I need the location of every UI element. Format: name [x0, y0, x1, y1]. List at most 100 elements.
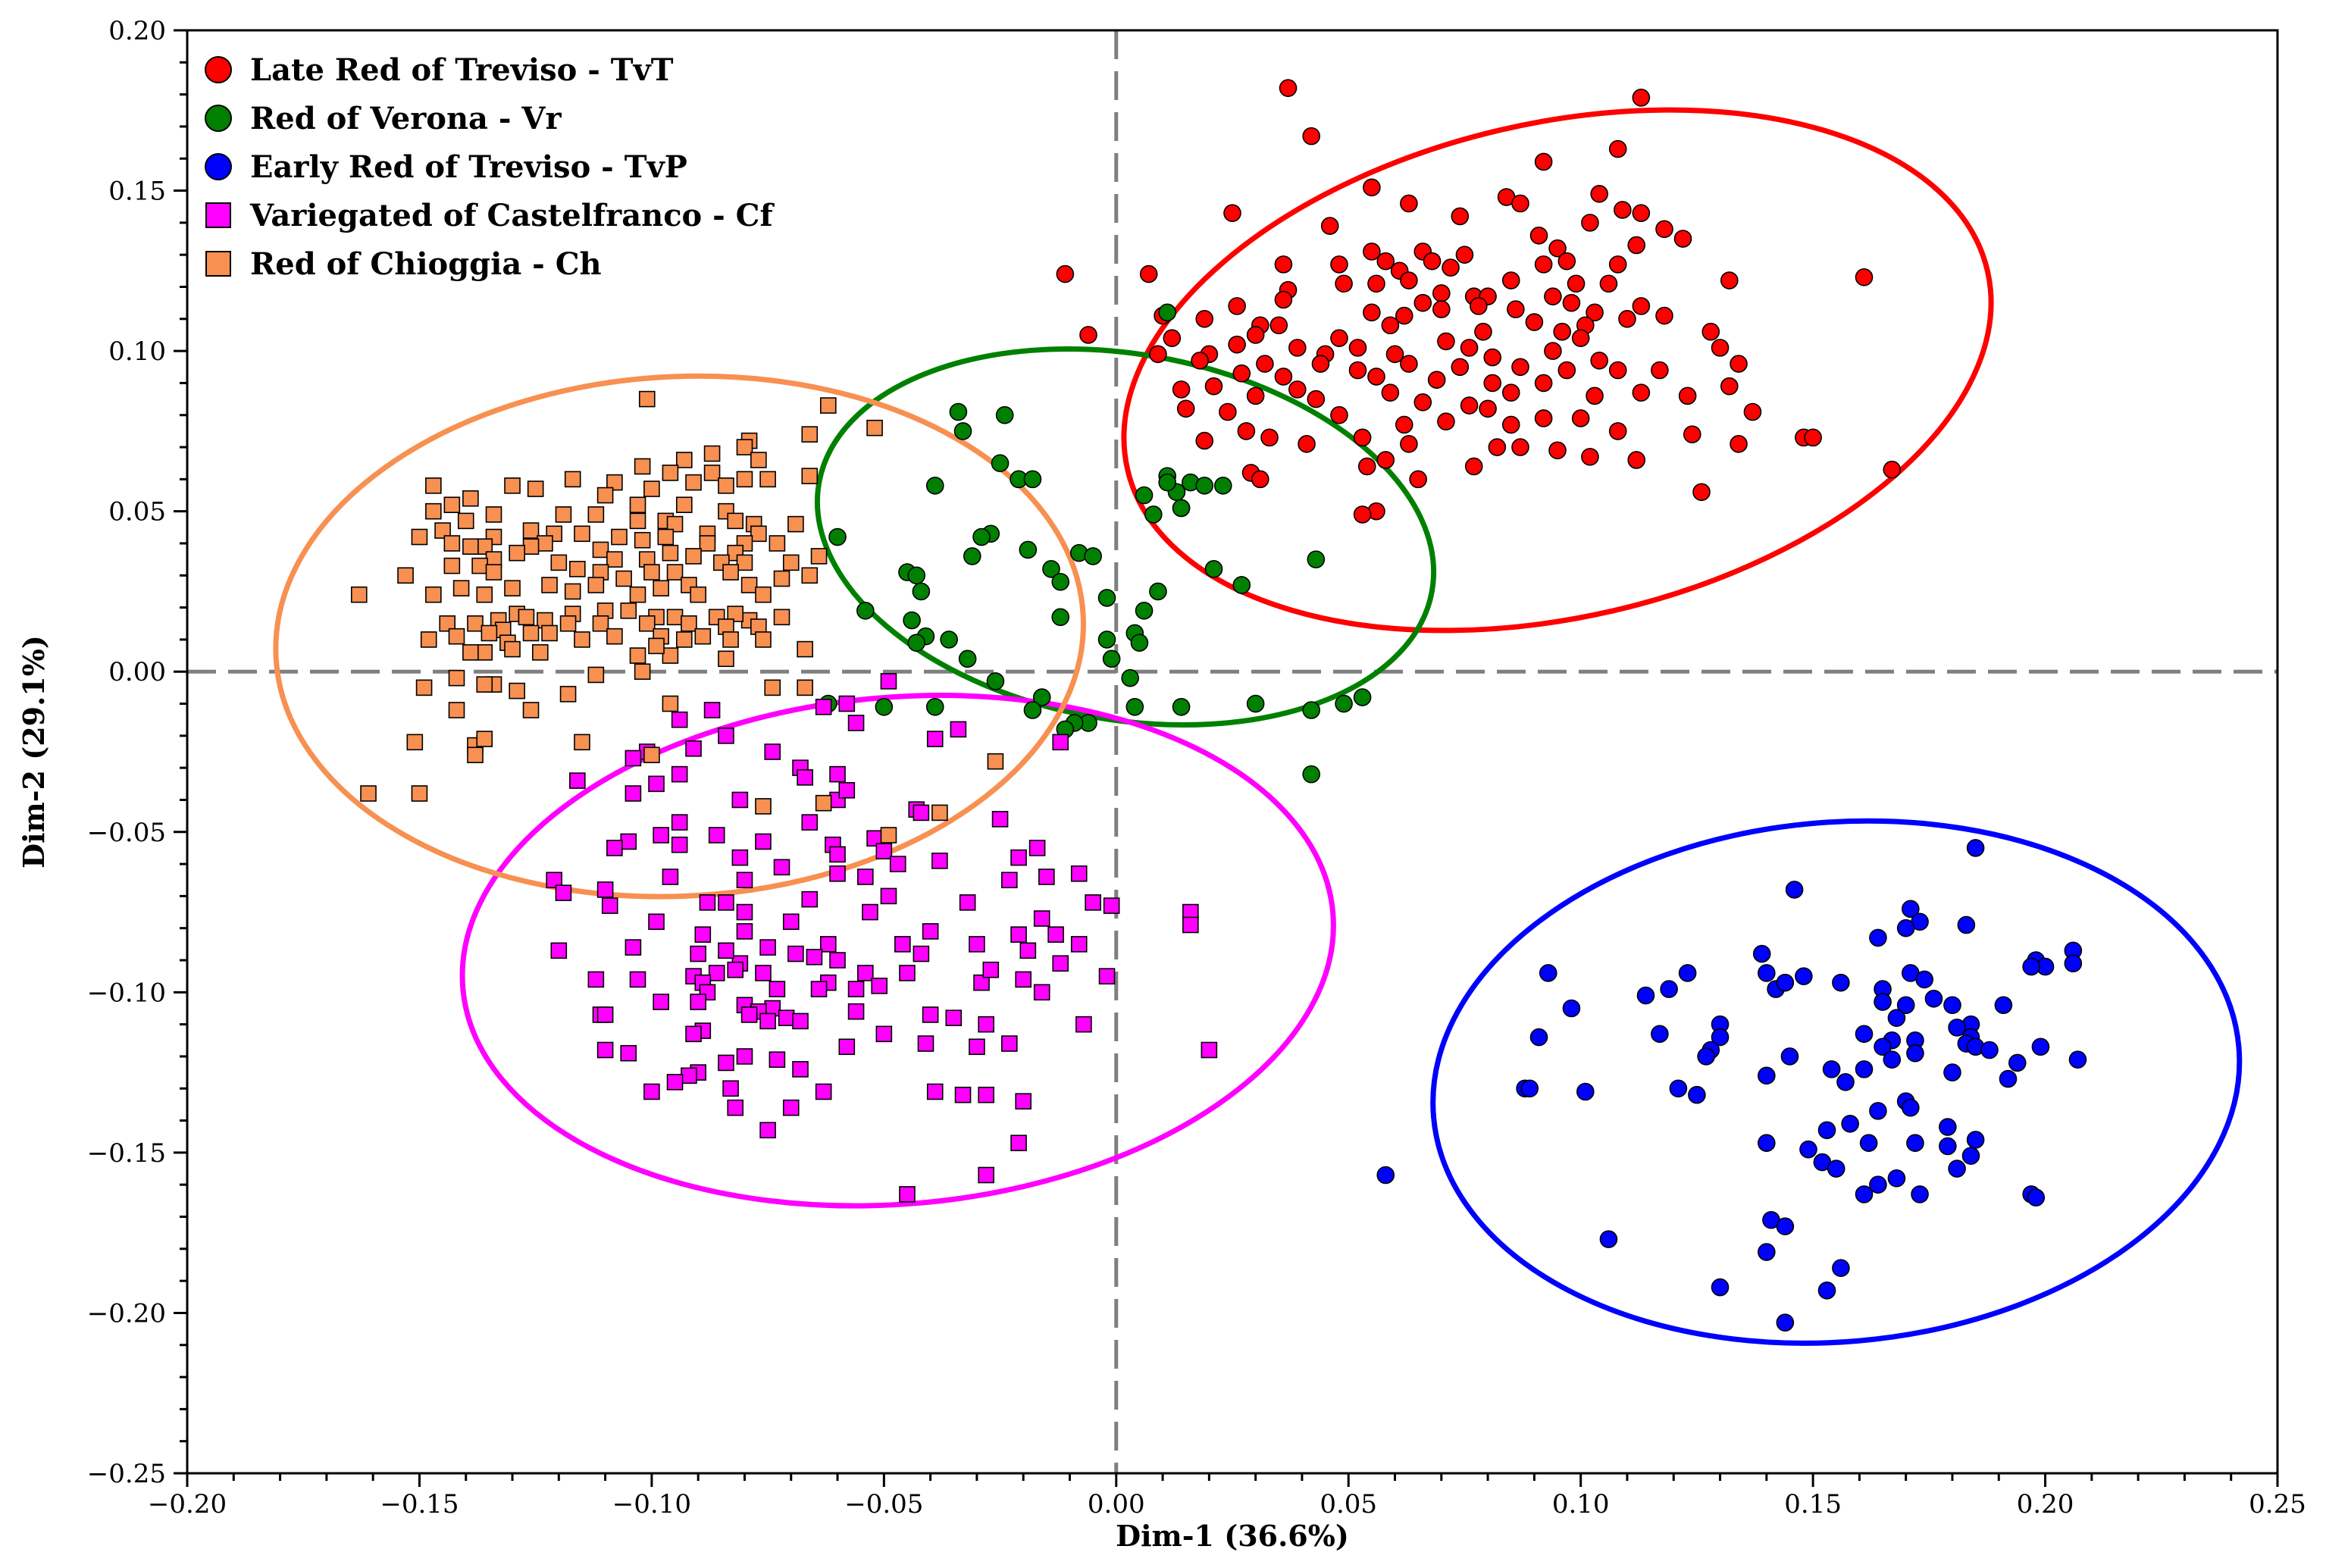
point-series-0-88 — [1590, 352, 1608, 370]
point-series-4-139 — [662, 647, 679, 664]
point-series-0-5 — [1363, 178, 1381, 197]
point-series-4-138 — [629, 647, 646, 664]
point-series-2-58 — [1999, 1069, 2018, 1088]
point-series-3-132 — [1001, 1035, 1018, 1052]
point-series-1-4 — [991, 454, 1010, 473]
point-series-3-41 — [889, 856, 906, 872]
point-series-0-83 — [1149, 345, 1167, 364]
point-series-3-40 — [829, 846, 846, 863]
point-series-0-110 — [1381, 383, 1400, 402]
y-axis-title: Dim-2 (29.1%) — [17, 635, 51, 869]
point-series-0-48 — [1413, 293, 1432, 312]
point-series-0-19 — [1627, 236, 1646, 255]
point-series-3-37 — [731, 849, 749, 866]
point-series-2-42 — [1529, 1028, 1548, 1047]
point-series-0-133 — [1353, 428, 1372, 447]
point-series-3-34 — [653, 827, 669, 843]
point-series-4-152 — [662, 695, 679, 712]
point-series-2-11 — [2022, 957, 2040, 976]
point-series-1-62 — [1302, 765, 1320, 784]
point-series-1-3 — [953, 422, 972, 440]
point-series-1-48 — [1032, 688, 1051, 706]
point-series-3-5 — [815, 698, 832, 715]
point-series-1-51 — [925, 697, 944, 716]
point-series-2-1 — [1785, 881, 1804, 899]
point-series-4-31 — [555, 506, 572, 523]
point-series-2-26 — [1874, 993, 1892, 1011]
point-series-0-69 — [1553, 322, 1571, 341]
point-series-4-45 — [657, 528, 675, 546]
point-series-1-38 — [940, 631, 958, 649]
point-series-2-13 — [1539, 964, 1557, 982]
point-series-1-14 — [925, 477, 944, 495]
point-series-0-152 — [1692, 483, 1711, 502]
point-series-3-1 — [838, 695, 856, 712]
point-series-1-35 — [1135, 602, 1154, 620]
point-series-4-89 — [740, 577, 758, 593]
point-series-4-9 — [634, 458, 651, 475]
point-series-3-61 — [862, 903, 878, 921]
point-series-3-131 — [969, 1038, 985, 1056]
y-tick-label: 0.10 — [108, 336, 166, 367]
ellipse-series-3 — [459, 693, 1336, 1209]
point-series-1-18 — [972, 527, 991, 546]
point-series-0-26 — [1330, 255, 1348, 274]
point-series-2-62 — [1520, 1079, 1539, 1098]
point-series-0-132 — [1260, 428, 1279, 447]
point-series-0-22 — [1548, 239, 1567, 258]
point-series-3-58 — [718, 894, 734, 911]
point-series-4-159 — [643, 746, 660, 764]
point-series-3-19 — [829, 765, 846, 783]
point-series-0-35 — [1400, 271, 1418, 290]
series-2-points — [1376, 839, 2087, 1332]
point-series-0-98 — [1608, 361, 1627, 380]
point-series-3-115 — [778, 1009, 795, 1026]
point-series-0-125 — [1571, 409, 1590, 427]
point-series-1-42 — [1130, 634, 1149, 652]
y-tick-label: 0.20 — [108, 16, 166, 46]
point-series-0-68 — [1474, 322, 1492, 341]
point-series-0-70 — [1701, 322, 1720, 341]
point-series-3-142 — [681, 1067, 697, 1084]
axes: −0.20 −0.15 −0.10 −0.05 0.00 0.05 0.10 0.15 0.20… — [87, 16, 2306, 1519]
point-series-2-2 — [1902, 900, 1920, 919]
point-series-3-26 — [801, 814, 819, 831]
point-series-3-47 — [736, 872, 753, 889]
x-tick-label: 0.05 — [1320, 1489, 1377, 1519]
point-series-0-36 — [1501, 271, 1520, 290]
point-series-1-39 — [907, 634, 926, 652]
point-series-1-36 — [903, 611, 921, 630]
point-series-0-114 — [1678, 387, 1697, 405]
point-series-0-95 — [1451, 358, 1470, 377]
point-series-3-50 — [1038, 869, 1055, 885]
point-series-3-87 — [690, 945, 706, 962]
point-series-0-150 — [1251, 470, 1269, 489]
point-series-3-125 — [978, 1016, 994, 1033]
point-series-0-9 — [1400, 194, 1418, 213]
point-series-0-59 — [1618, 309, 1636, 328]
point-series-4-91 — [564, 583, 581, 600]
point-series-3-49 — [857, 869, 874, 885]
point-series-2-93 — [1711, 1278, 1730, 1297]
point-series-3-44 — [1028, 840, 1046, 856]
point-series-0-117 — [1413, 393, 1432, 412]
point-series-1-49 — [1023, 701, 1042, 719]
point-series-3-55 — [699, 894, 716, 911]
point-series-4-41 — [522, 522, 540, 539]
point-series-3-133 — [1201, 1041, 1218, 1059]
series-1-points — [819, 303, 1372, 784]
point-series-4-82 — [773, 570, 790, 587]
point-series-4-76 — [643, 564, 660, 581]
point-series-4-161 — [987, 753, 1004, 770]
point-series-4-22 — [643, 480, 660, 497]
point-series-3-93 — [857, 965, 874, 981]
point-series-4-33 — [629, 512, 646, 530]
reference-lines — [187, 30, 2277, 1473]
point-series-2-50 — [1883, 1050, 1902, 1069]
legend-marker-0 — [205, 56, 232, 83]
point-series-4-113 — [559, 615, 577, 632]
point-series-4-84 — [587, 577, 605, 593]
point-series-0-130 — [1683, 425, 1701, 443]
point-series-0-128 — [1501, 415, 1520, 434]
point-series-3-35 — [606, 840, 623, 856]
